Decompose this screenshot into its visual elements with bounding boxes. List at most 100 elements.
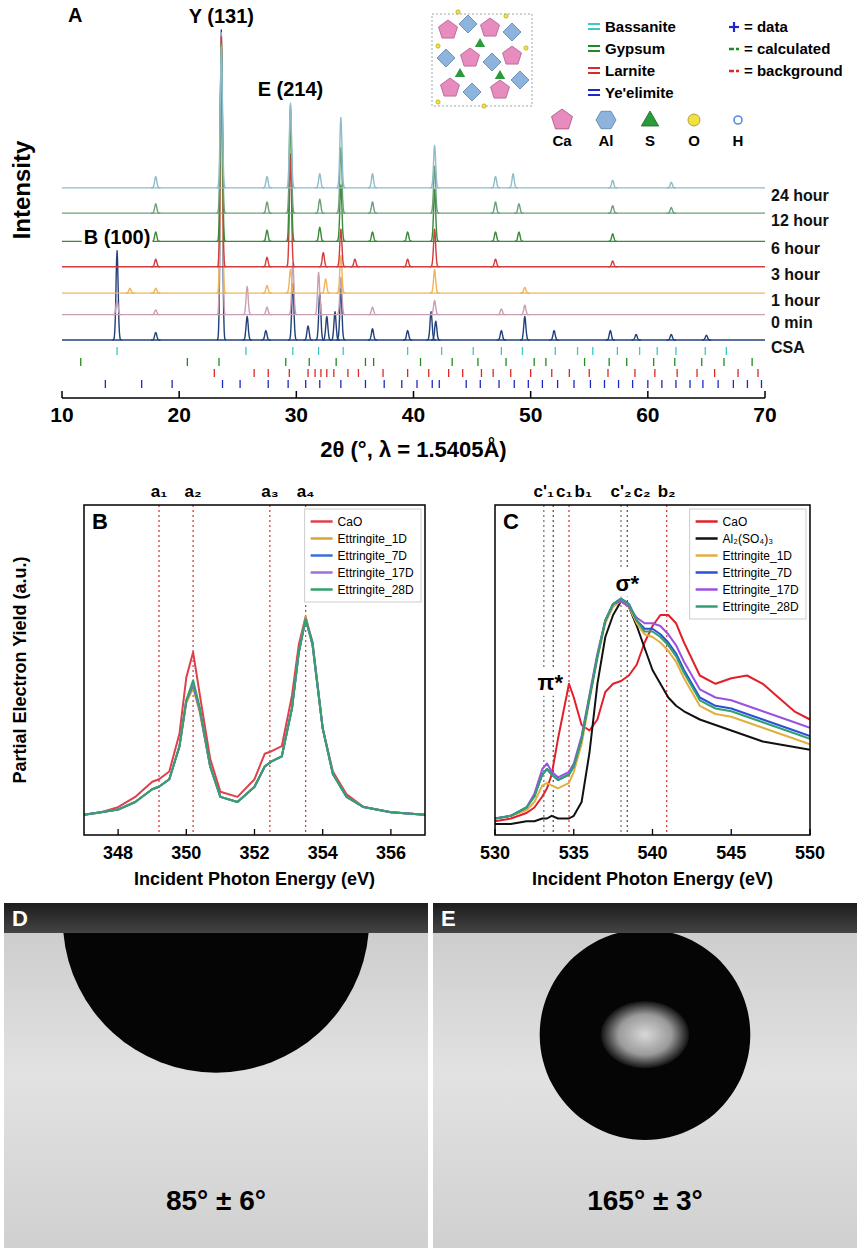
curve [495, 615, 810, 821]
legend-marker [588, 89, 600, 91]
peak [262, 230, 271, 241]
curve [495, 599, 810, 819]
structure-inset [432, 10, 532, 108]
reflection-tick [717, 380, 718, 388]
x-tick-label: 348 [103, 843, 133, 863]
reflection-tick [573, 380, 574, 388]
atom-icon [641, 111, 658, 126]
reflection-tick [333, 369, 334, 377]
annotations: π*σ* [536, 570, 642, 696]
reflection-tick [289, 369, 290, 377]
frame [495, 505, 810, 835]
peak [520, 287, 529, 293]
atom-icon [688, 114, 700, 126]
legend-label: Ettringite_28D [338, 583, 414, 597]
peak [262, 202, 271, 213]
peak [491, 177, 500, 188]
reflection-tick [589, 369, 590, 377]
reflection-tick [416, 380, 417, 388]
peak [403, 259, 412, 267]
peak [667, 182, 676, 188]
peak [549, 331, 558, 340]
inset-ca [491, 80, 510, 98]
peak [112, 301, 121, 315]
baseline [62, 266, 765, 267]
reference-line [269, 505, 270, 835]
reflection-tick [555, 347, 556, 355]
reference-lines [159, 505, 306, 835]
peak [336, 277, 345, 315]
reflection-tick [661, 380, 662, 388]
legend-box [305, 509, 421, 602]
trace-label: 3 hour [771, 266, 820, 283]
legend-label: Ettringite_17D [723, 583, 799, 597]
x-tick-label: 40 [402, 403, 425, 426]
droplet-image: D85° ± 6° [4, 903, 428, 1248]
peak [631, 334, 640, 340]
reference-label: c₂ [634, 482, 651, 501]
atom-legend: CaAlSOH [552, 109, 744, 149]
legend-label: = background [744, 62, 843, 79]
trace-label: 24 hour [771, 187, 829, 204]
x-tick [494, 829, 495, 835]
trace [62, 39, 765, 293]
reflection-tick [365, 358, 366, 366]
reflection-tick [705, 347, 706, 355]
legend-label: Ettringite_7D [338, 549, 408, 563]
peak [520, 305, 529, 314]
x-tick-label: 70 [753, 403, 776, 426]
trace-label: 6 hour [771, 240, 820, 257]
peak [491, 259, 500, 267]
reflection-tick [319, 380, 320, 388]
reference-label: a₄ [297, 482, 315, 501]
x-tick-label: 356 [376, 843, 406, 863]
image-background [4, 903, 428, 1248]
reflection-tick [439, 380, 440, 388]
peak [430, 190, 439, 242]
inset-al [503, 23, 521, 41]
trace-label: 12 hour [771, 212, 829, 229]
peak [403, 331, 412, 340]
x-tick-label: 354 [308, 843, 338, 863]
reflection-tick [657, 347, 658, 355]
reflection-tick [751, 358, 752, 366]
peak [368, 307, 377, 315]
reflection-tick [542, 380, 543, 388]
inset-al [437, 49, 455, 67]
peak [112, 251, 121, 340]
legend-label: Ettringite_28D [723, 600, 799, 614]
droplet [63, 933, 368, 1073]
reflection-tick [285, 358, 286, 366]
curve [84, 617, 425, 815]
label-patch [536, 669, 566, 696]
trace-label: CSA [771, 339, 805, 356]
x-tick-label: 540 [637, 843, 667, 863]
image-background [433, 903, 857, 1248]
peak [430, 146, 439, 188]
inset-s [455, 68, 465, 77]
reflection-tick [373, 358, 374, 366]
baseline [62, 314, 765, 315]
reflection-tick [551, 369, 552, 377]
legend-swatch [311, 554, 333, 557]
curve [495, 599, 810, 819]
peak [315, 227, 324, 241]
reflection-tick [617, 347, 618, 355]
peak [315, 199, 324, 213]
peak [491, 202, 500, 213]
peak [151, 288, 160, 293]
peak [368, 329, 377, 340]
legend-label: Ettringite_1D [338, 532, 408, 546]
peak [151, 333, 160, 341]
peak [286, 270, 295, 294]
reflection-tick [675, 380, 676, 388]
atom-label: O [688, 132, 700, 149]
legend-marker [588, 94, 600, 96]
curve [84, 619, 425, 815]
label-patch [256, 77, 326, 101]
reflection-tick [382, 369, 383, 377]
x-tick [390, 829, 391, 835]
reflection-tick [761, 380, 762, 388]
inset-o [482, 104, 486, 108]
x-tick [296, 391, 298, 398]
